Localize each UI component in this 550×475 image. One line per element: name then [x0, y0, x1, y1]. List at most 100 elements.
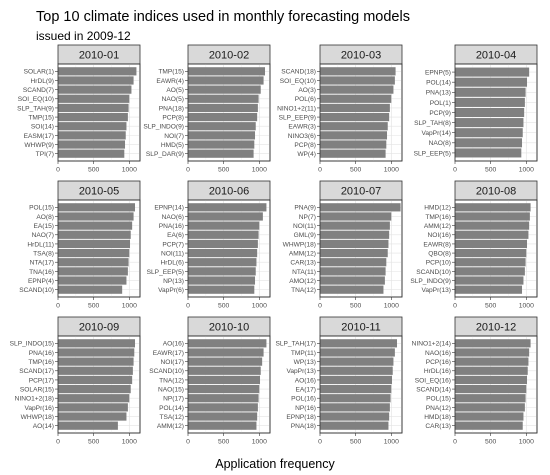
category-label: PNA(16)	[159, 223, 184, 230]
bar	[455, 267, 525, 276]
bar	[58, 239, 131, 249]
bar	[320, 375, 393, 385]
panel-border	[454, 199, 538, 298]
category-label: PCP(8)	[294, 142, 316, 149]
bar	[58, 348, 135, 357]
bar	[320, 112, 390, 122]
panel-border	[319, 199, 403, 298]
category-label: NINO1+2(14)	[412, 341, 451, 348]
bar	[188, 285, 255, 294]
bar	[320, 76, 395, 85]
bar	[320, 103, 390, 113]
category-label: POL(6)	[295, 96, 316, 103]
facet-strip-label: 2010-07	[341, 186, 381, 198]
x-tick-label: 500	[485, 167, 497, 174]
category-label: AO(16)	[163, 341, 184, 348]
bar	[58, 339, 136, 348]
category-label: SCAND(14)	[416, 386, 451, 393]
category-label: POL(1)	[430, 100, 451, 107]
bar	[455, 97, 525, 107]
category-label: VapPr(16)	[24, 405, 54, 412]
bar	[188, 258, 257, 267]
panel-border	[319, 335, 403, 434]
bar	[58, 412, 127, 421]
chart-title: Top 10 climate indices used in monthly f…	[36, 9, 410, 25]
category-label: TMP(15)	[158, 69, 184, 76]
x-tick-label: 1000	[519, 303, 534, 310]
facet-strip-label: 2010-01	[79, 50, 119, 62]
bar	[58, 357, 134, 366]
bar	[320, 140, 387, 149]
category-label: PNA(13)	[426, 90, 451, 97]
category-label: SOI_EQ(16)	[415, 377, 451, 384]
facet-panel: 2010-02 TMP(15) EAWR(4) AO(5) NAO(5) PNA(18) P…	[143, 44, 271, 174]
bar	[58, 276, 127, 285]
category-label: WHWP(18)	[283, 241, 316, 248]
bar	[188, 403, 258, 412]
category-label: SOI(14)	[31, 124, 54, 131]
x-tick-label: 0	[186, 439, 190, 446]
bar	[58, 67, 137, 76]
category-label: AO(16)	[295, 377, 316, 384]
category-label: NTA(17)	[30, 260, 54, 267]
category-label: EAWR(8)	[423, 241, 451, 248]
category-label: HrDL(11)	[27, 241, 54, 248]
bar	[455, 138, 523, 148]
bar	[58, 421, 118, 430]
bar	[188, 94, 259, 103]
category-label: TPI(7)	[36, 151, 54, 158]
facet-panel: 2010-04 EPNP(5) POL(14) PNA(13) POL(1) PCP(9)…	[414, 44, 538, 174]
panel-border	[454, 63, 538, 162]
bar	[320, 258, 387, 267]
x-tick-label: 1000	[519, 439, 534, 446]
category-label: VapPr(6)	[158, 287, 184, 294]
category-label: NTA(11)	[292, 269, 316, 276]
category-label: NOI(17)	[161, 359, 184, 366]
facet-panel: 2010-06 EPNP(14) NAO(6) PNA(16) EA(6) PCP(7) N…	[147, 180, 271, 310]
x-tick-label: 1000	[252, 167, 267, 174]
category-label: SLP_EEP(5)	[414, 150, 451, 157]
bar	[188, 230, 259, 239]
bar	[58, 122, 127, 131]
category-label: POL(15)	[29, 205, 54, 212]
category-label: WP(4)	[297, 151, 316, 158]
category-label: EPNP(18)	[286, 414, 316, 421]
category-label: CAR(13)	[425, 423, 451, 430]
bar	[320, 366, 393, 375]
category-label: WHWP(9)	[24, 142, 54, 149]
bar	[455, 248, 527, 258]
bar	[188, 276, 256, 285]
category-label: NAO(16)	[425, 350, 451, 357]
bar	[455, 421, 523, 430]
category-label: VapPr(13)	[286, 368, 316, 375]
category-label: SLP_INDO(9)	[143, 124, 184, 131]
category-label: SOI_EQ(10)	[18, 96, 54, 103]
bar	[455, 403, 525, 412]
bar	[188, 375, 261, 385]
category-label: SCAND(18)	[281, 69, 316, 76]
category-label: HMD(18)	[424, 414, 451, 421]
bar	[320, 94, 392, 103]
bar	[320, 230, 390, 239]
bar	[188, 67, 266, 76]
bar	[58, 203, 136, 212]
category-label: NP(17)	[163, 396, 184, 403]
bar	[455, 357, 529, 366]
facet-strip-label: 2010-11	[341, 322, 381, 334]
bar	[58, 267, 128, 276]
category-label: WHWP(18)	[21, 414, 54, 421]
bar	[320, 285, 384, 294]
facet-panel: 2010-09 SLP_INDO(15) PNA(16) TMP(16) SCAND(1…	[10, 316, 141, 446]
bar	[58, 140, 126, 149]
panel-border	[454, 335, 538, 434]
x-tick-label: 1000	[384, 439, 399, 446]
category-label: EA(17)	[295, 386, 316, 393]
x-tick-label: 500	[350, 303, 362, 310]
category-label: PNA(16)	[29, 350, 54, 357]
bar	[188, 421, 257, 430]
bar	[58, 94, 130, 103]
category-label: WP(13)	[294, 359, 316, 366]
x-tick-label: 500	[350, 167, 362, 174]
bar	[320, 421, 389, 430]
